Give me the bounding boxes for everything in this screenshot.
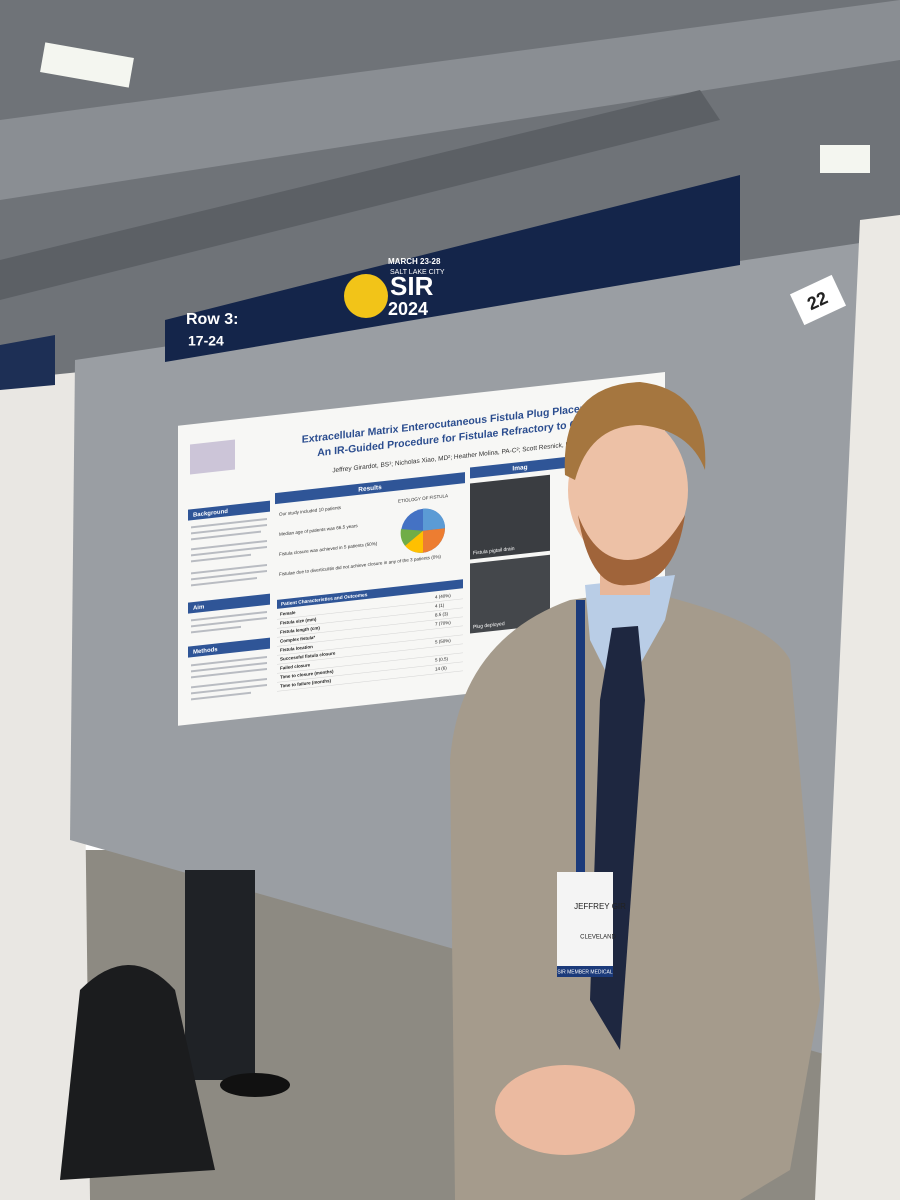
table-cell: Fistula size (mm) [280,617,317,626]
table-rule [277,607,463,629]
badge-ribbon [557,966,613,977]
booth-sign [789,274,847,326]
table-cell: Female [280,610,296,617]
section-bar [188,500,270,521]
hair [564,382,706,480]
table-rule [277,652,463,674]
pie-slice [400,529,423,546]
bystander-legs [185,870,255,1080]
table-rule [277,634,463,656]
lanyard [576,600,585,950]
table-cell: 4 (1) [435,603,445,609]
section-heading: Imag [512,464,527,473]
university-logo [190,439,235,475]
fluoro-image [470,474,550,560]
table-cell: Fistula location [280,644,313,653]
section-bar [188,637,270,658]
section-heading: Methods [193,647,218,656]
section-bar [275,472,465,505]
ceiling-light [820,145,870,173]
section-bar [470,456,570,479]
table-cell: Time to failure (months) [280,678,332,689]
suit [450,590,820,1200]
table-cell: 4 (40%) [435,593,451,600]
table-cell: Time to closure (months) [280,669,334,680]
banner-logo: SIR [390,271,434,301]
table-cell: 5 (0.5) [435,656,448,662]
table-cell: 8.5 (3) [435,611,448,617]
side-banner [0,335,55,390]
shoe [220,1073,290,1097]
banner-dates: MARCH 23-28 [388,257,441,266]
board-frame [815,215,900,1200]
table-header [277,579,463,609]
fluoro-image [470,554,550,634]
badge [557,872,613,977]
badge-city: CLEVELAND [580,935,616,941]
body-text-lines [191,517,267,701]
table-rule [277,670,463,692]
pie-slice [423,528,445,553]
badge-name: JEFFREY GIR [574,902,626,911]
duct [0,90,720,300]
section-heading: Results [358,484,382,494]
table-rule [277,625,463,647]
table-cell: 5 (50%) [435,638,451,645]
beard [578,515,685,586]
pie-slice [423,508,445,531]
badge-ribbon-text: SIR MEMBER MEDICAL [557,969,613,975]
pie-slice [405,530,423,553]
table-cell: Failed closure [280,662,311,670]
table: Female 4 (40%) Fistula size (mm) 4 (1) Fistu… [277,593,463,692]
banner [165,175,740,362]
chart-title: ETIOLOGY OF FISTULA [398,493,448,504]
poster: Extracellular Matrix Enterocutaneous Fis… [178,372,665,726]
table-rule [277,661,463,683]
table-cell: Successful fistula closure [280,651,336,662]
table-cell: 14 (6) [435,665,447,671]
image-caption: Plug deployed [473,621,505,630]
pie-chart [400,508,445,553]
section-heading: Background [193,509,228,519]
face [568,415,688,565]
ceiling-beam [0,0,900,200]
section-heading: Aim [193,604,204,611]
result-bullet: Our study included 10 patients [279,505,342,517]
table-rule [277,598,463,620]
table-cell: Complex fistula* [280,635,315,644]
table-cell: Fistula length (cm) [280,625,320,634]
image-caption: Fistula pigtail drain [473,546,515,557]
banner-city: SALT LAKE CITY [390,269,445,276]
banner-range: 17-24 [188,333,224,349]
sir-logo-mark [344,274,388,318]
table-rule [277,616,463,638]
section-bar [188,593,270,614]
banner-year: 2024 [388,299,428,319]
hands [495,1065,635,1155]
side-panel [0,372,90,1200]
table-cell: 7 (70%) [435,620,451,627]
backpack [60,965,215,1180]
presenter: JEFFREY GIR CLEVELAND SIR MEMBER MEDICAL [450,382,820,1200]
banner-row: Row 3: [186,311,238,328]
ceiling-light [40,42,134,88]
table-rule [277,643,463,665]
